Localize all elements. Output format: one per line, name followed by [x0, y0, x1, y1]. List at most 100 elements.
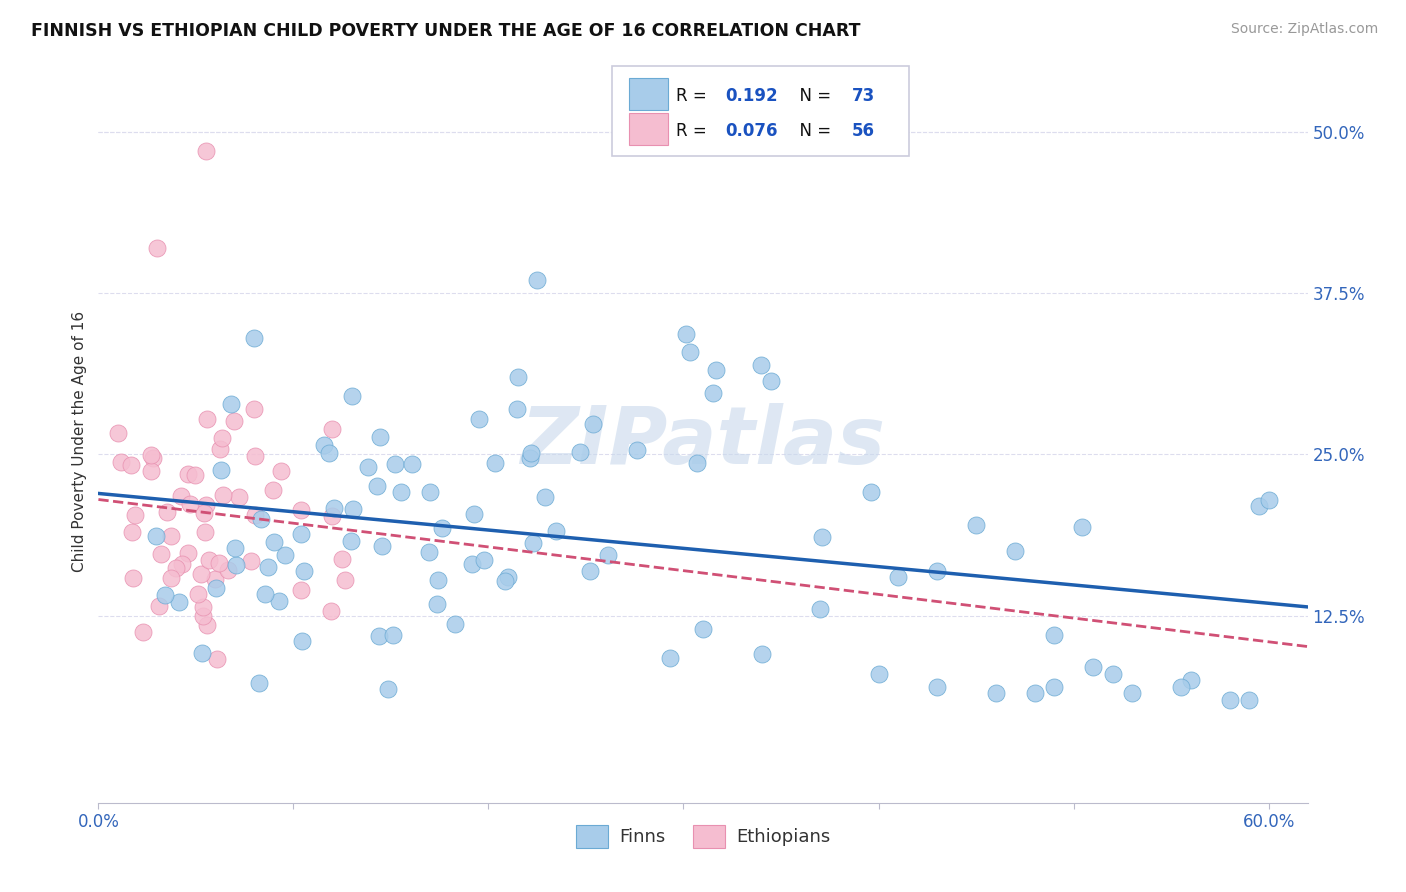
- Point: [534, 490, 557, 504]
- Text: 0.076: 0.076: [724, 122, 778, 140]
- Point: [1043, 628, 1066, 642]
- Point: [675, 327, 697, 342]
- Point: [419, 484, 441, 499]
- Point: [1180, 673, 1202, 688]
- Point: [191, 600, 214, 615]
- Point: [187, 587, 209, 601]
- Point: [139, 448, 162, 462]
- Point: [205, 652, 228, 666]
- Point: [219, 397, 242, 411]
- Point: [925, 680, 948, 694]
- Point: [472, 553, 495, 567]
- Point: [322, 500, 344, 515]
- Point: [193, 608, 215, 623]
- Point: [290, 527, 312, 541]
- Point: [150, 547, 173, 561]
- Point: [269, 594, 291, 608]
- Point: [107, 426, 129, 441]
- Point: [810, 530, 832, 544]
- Point: [194, 145, 217, 159]
- Point: [121, 525, 143, 540]
- Point: [426, 573, 449, 587]
- Point: [658, 651, 681, 665]
- Point: [228, 490, 250, 504]
- Point: [224, 541, 246, 556]
- Point: [190, 566, 212, 581]
- Point: [506, 370, 529, 384]
- Point: [292, 564, 315, 578]
- Point: [193, 506, 215, 520]
- Point: [1170, 680, 1192, 694]
- Point: [366, 479, 388, 493]
- Point: [120, 458, 142, 472]
- Point: [868, 666, 890, 681]
- Point: [1237, 692, 1260, 706]
- Point: [132, 625, 155, 640]
- Point: [356, 459, 378, 474]
- Point: [333, 573, 356, 587]
- Point: [167, 595, 190, 609]
- Point: [179, 497, 201, 511]
- Point: [290, 502, 312, 516]
- Point: [204, 572, 226, 586]
- Y-axis label: Child Poverty Under the Age of 16: Child Poverty Under the Age of 16: [72, 311, 87, 572]
- Point: [273, 548, 295, 562]
- Point: [704, 363, 727, 377]
- Point: [569, 445, 592, 459]
- Point: [194, 524, 217, 539]
- Point: [211, 431, 233, 445]
- Point: [312, 438, 335, 452]
- Point: [208, 556, 231, 570]
- Point: [142, 451, 165, 466]
- Point: [224, 414, 246, 428]
- Point: [1219, 692, 1241, 706]
- Point: [965, 518, 987, 533]
- Point: [153, 588, 176, 602]
- Point: [256, 560, 278, 574]
- Point: [1081, 660, 1104, 674]
- Point: [496, 570, 519, 584]
- Point: [217, 563, 239, 577]
- Point: [290, 583, 312, 598]
- Point: [110, 455, 132, 469]
- Point: [418, 545, 440, 559]
- Point: [887, 570, 910, 584]
- Point: [165, 561, 187, 575]
- Text: 73: 73: [852, 87, 875, 105]
- Point: [250, 511, 273, 525]
- Point: [209, 462, 232, 476]
- Point: [253, 587, 276, 601]
- Point: [371, 539, 394, 553]
- Point: [270, 464, 292, 478]
- Point: [225, 558, 247, 572]
- Point: [243, 450, 266, 464]
- Point: [321, 422, 343, 436]
- Point: [401, 458, 423, 472]
- Text: N =: N =: [789, 122, 837, 140]
- Text: N =: N =: [789, 87, 837, 105]
- Point: [191, 646, 214, 660]
- Point: [1257, 492, 1279, 507]
- Point: [195, 412, 218, 426]
- Legend: Finns, Ethiopians: Finns, Ethiopians: [568, 818, 838, 855]
- Point: [519, 446, 541, 460]
- Point: [339, 534, 361, 549]
- Point: [578, 565, 600, 579]
- Point: [145, 529, 167, 543]
- Point: [596, 548, 619, 562]
- Point: [146, 241, 169, 255]
- Point: [160, 571, 183, 585]
- Point: [212, 488, 235, 502]
- Point: [263, 534, 285, 549]
- Point: [679, 345, 702, 359]
- Point: [692, 622, 714, 636]
- Point: [205, 581, 228, 595]
- Point: [183, 468, 205, 483]
- Point: [156, 504, 179, 518]
- Point: [198, 552, 221, 566]
- Point: [377, 681, 399, 696]
- Point: [984, 686, 1007, 700]
- Point: [195, 617, 218, 632]
- Point: [240, 553, 263, 567]
- Point: [340, 389, 363, 403]
